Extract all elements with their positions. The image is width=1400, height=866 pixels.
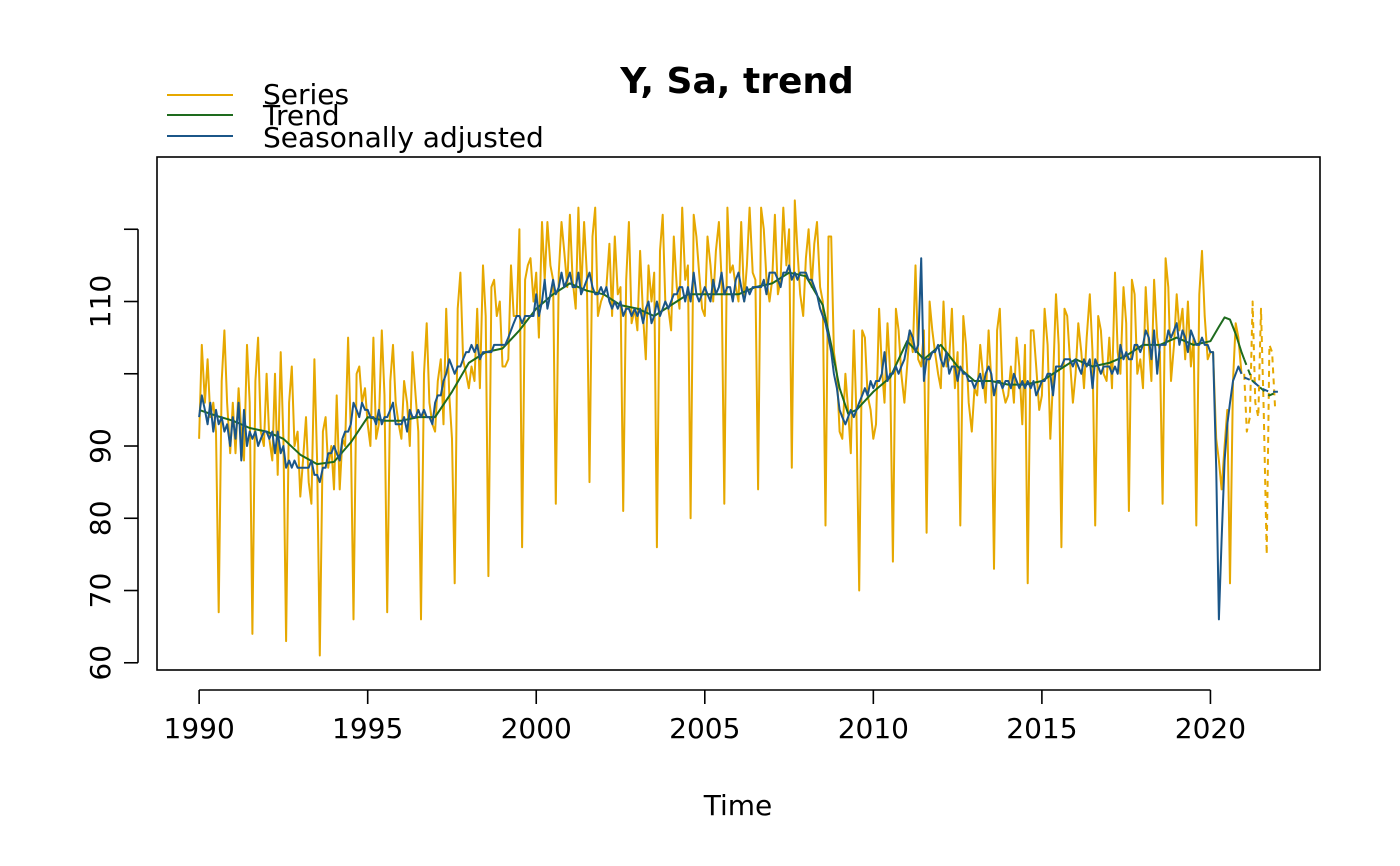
chart-title: Y, Sa, trend [619,61,854,102]
x-axis-label: Time [703,789,773,822]
x-tick-label: 2000 [501,712,572,745]
legend: Series Trend Seasonally adjusted [167,78,544,154]
y-axis: 60 70 80 90 110 [84,228,139,681]
legend-label-seasonally-adjusted: Seasonally adjusted [263,121,544,154]
plot-frame [156,156,1321,671]
y-tick-label: 110 [84,275,117,328]
x-tick-label: 2005 [669,712,740,745]
legend-label-series: Series [263,78,349,111]
series-line-series-forecast [1243,300,1277,556]
series-line-trend-forecast [1243,358,1279,397]
x-tick-label: 1995 [332,712,403,745]
y-tick-label: 80 [84,500,117,536]
x-tick-label: 2010 [838,712,909,745]
series-line-seasonally-adjusted [198,257,1243,621]
series-line-series [198,199,1243,657]
x-tick-label: 1990 [164,712,235,745]
legend-label-trend: Trend [262,99,340,132]
y-tick-label: 90 [84,428,117,464]
y-tick-label: 70 [84,573,117,609]
x-tick-label: 2020 [1175,712,1246,745]
series-line-trend [198,271,1246,466]
series-layer [198,199,1279,657]
x-tick-label: 2015 [1006,712,1077,745]
x-axis: 1990 1995 2000 2005 2010 2015 2020 [164,689,1246,745]
y-tick-label: 60 [84,645,117,681]
